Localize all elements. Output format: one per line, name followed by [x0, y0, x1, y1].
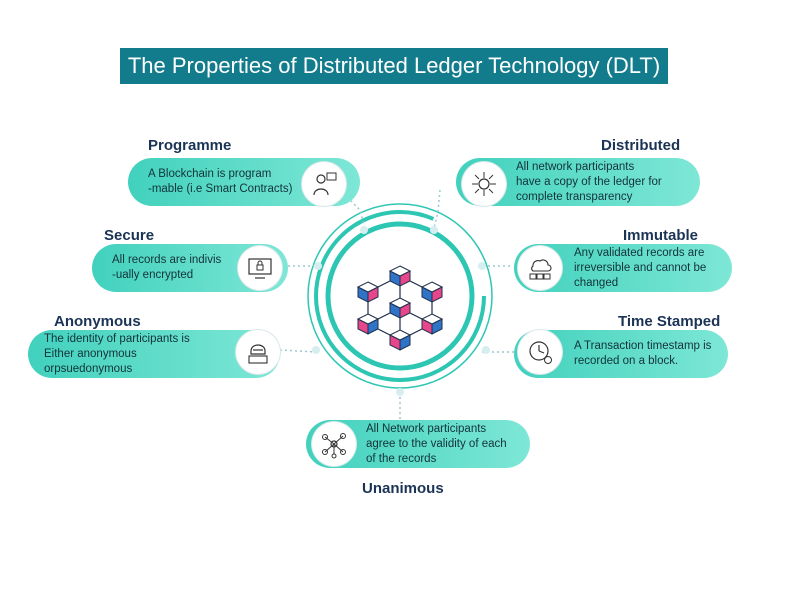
engineer-icon — [302, 162, 346, 206]
heading-immutable: Immutable — [623, 227, 699, 244]
text-anonymous: The identity of participants is Either a… — [44, 332, 190, 375]
clock-gear-icon — [518, 330, 562, 374]
monitor-lock-icon — [238, 246, 282, 290]
connector-dots — [312, 226, 490, 396]
text-time-stamped: A Transaction timestamp is recorded on a… — [574, 340, 712, 367]
text-programme: A Blockchain is program -mable (i.e Smar… — [148, 168, 293, 195]
heading-secure: Secure — [104, 227, 155, 244]
text-immutable: Any validated records are irreversible a… — [574, 246, 707, 289]
heading-distributed: Distributed — [601, 137, 681, 154]
text-secure: All records are indivis -ually encrypted — [112, 254, 222, 281]
hacker-icon — [236, 330, 280, 374]
connector-anonymous — [279, 349, 317, 353]
cube — [356, 281, 380, 303]
outer-ring-inner — [314, 210, 486, 382]
heading-unanimous: Unanimous — [362, 480, 444, 497]
text-distributed: All network participants have a copy of … — [516, 160, 662, 203]
cube — [388, 329, 412, 351]
connector-programme — [339, 189, 366, 229]
inner-ring — [325, 221, 475, 371]
cube — [420, 281, 444, 303]
heading-anonymous: Anonymous — [54, 313, 141, 330]
title-text: The Properties of Distributed Ledger Tec… — [127, 53, 661, 78]
blockchain-cubes-icon — [356, 265, 444, 351]
cloud-servers-icon — [518, 246, 562, 290]
connector-distributed — [433, 189, 441, 229]
text-unanimous: All Network participants agree to the va… — [366, 422, 507, 465]
heading-time-stamped: Time Stamped — [618, 313, 721, 330]
cube — [356, 313, 380, 335]
cube — [388, 265, 412, 287]
title-banner: The Properties of Distributed Ledger Tec… — [120, 48, 668, 84]
hub-nodes-icon — [312, 422, 356, 466]
heading-programme: Programme — [148, 137, 232, 154]
network-gear-icon — [462, 162, 506, 206]
cube — [420, 313, 444, 335]
cube — [388, 297, 412, 319]
